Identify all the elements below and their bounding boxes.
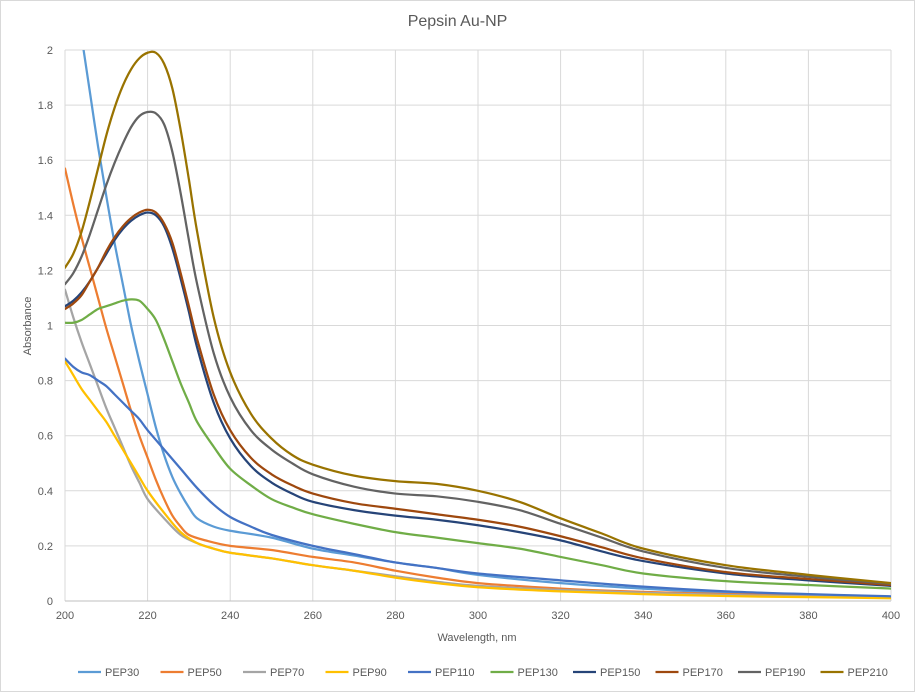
series-line-pep130 <box>65 298 891 590</box>
x-tick-label: 360 <box>717 610 735 622</box>
legend-item-pep210: PEP210 <box>820 667 888 679</box>
legend-item-pep30: PEP30 <box>78 667 139 679</box>
legend-label: PEP150 <box>600 667 640 679</box>
series-line-pep50 <box>65 167 891 598</box>
legend-label: PEP50 <box>188 667 222 679</box>
x-tick-label: 300 <box>469 610 487 622</box>
series-line-pep190 <box>65 110 891 586</box>
series-line-pep150 <box>65 211 891 587</box>
y-tick-label: 1.4 <box>38 210 53 222</box>
x-tick-label: 320 <box>551 610 569 622</box>
x-tick-label: 340 <box>634 610 652 622</box>
series-line-pep110 <box>65 357 891 598</box>
series-line-pep90 <box>65 360 891 600</box>
x-axis-title: Wavelength, nm <box>437 632 516 644</box>
tick-layer: 200 220 240 260 280 300 320 340 360 380 400 0 0.2 0.4… <box>38 45 900 622</box>
series-line-pep210 <box>65 50 891 585</box>
legend-item-pep130: PEP130 <box>490 667 558 679</box>
x-tick-label: 380 <box>799 610 817 622</box>
legend-label: PEP90 <box>353 667 387 679</box>
x-tick-label: 240 <box>221 610 239 622</box>
legend-item-pep170: PEP170 <box>655 667 723 679</box>
y-tick-label: 0 <box>47 596 53 608</box>
legend-item-pep70: PEP70 <box>243 667 304 679</box>
chart-title: Pepsin Au-NP <box>407 13 508 30</box>
legend-label: PEP110 <box>435 667 475 679</box>
grid-layer <box>64 49 892 602</box>
legend-label: PEP170 <box>683 667 723 679</box>
legend-label: PEP190 <box>765 667 805 679</box>
legend-item-pep110: PEP110 <box>408 667 475 679</box>
legend-item-pep50: PEP50 <box>160 667 222 679</box>
series-layer <box>65 50 891 600</box>
x-tick-label: 220 <box>138 610 156 622</box>
series-line-pep30 <box>82 50 891 598</box>
y-tick-label: 0.6 <box>38 431 53 443</box>
y-tick-label: 1 <box>47 321 53 333</box>
y-axis-title: Absorbance <box>22 297 34 356</box>
legend-item-pep190: PEP190 <box>738 667 805 679</box>
y-tick-label: 1.6 <box>38 155 53 167</box>
legend-label: PEP130 <box>518 667 558 679</box>
y-tick-label: 0.2 <box>38 541 53 553</box>
legend-label: PEP70 <box>270 667 304 679</box>
y-tick-label: 2 <box>47 45 53 57</box>
y-tick-label: 1.2 <box>38 265 53 277</box>
y-tick-label: 0.8 <box>38 376 53 388</box>
legend: PEP30 PEP50 PEP70 PEP90 PEP110 PEP130 PEP150 PE… <box>78 667 888 679</box>
y-tick-label: 0.4 <box>38 486 53 498</box>
legend-item-pep150: PEP150 <box>573 667 640 679</box>
x-tick-label: 260 <box>304 610 322 622</box>
legend-item-pep90: PEP90 <box>325 667 387 679</box>
series-line-pep170 <box>65 208 891 587</box>
y-tick-label: 1.8 <box>38 100 53 112</box>
x-tick-label: 200 <box>56 610 74 622</box>
legend-label: PEP30 <box>105 667 139 679</box>
x-tick-label: 280 <box>386 610 404 622</box>
x-tick-label: 400 <box>882 610 900 622</box>
legend-label: PEP210 <box>848 667 888 679</box>
